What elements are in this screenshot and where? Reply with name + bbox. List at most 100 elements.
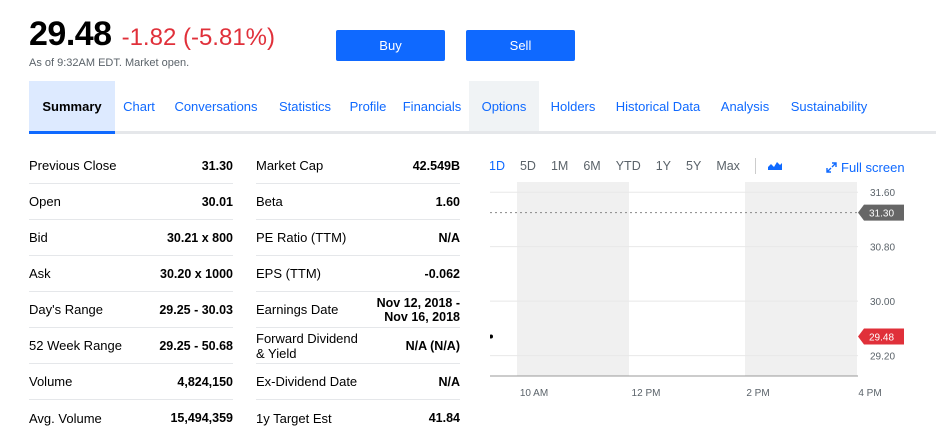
stat-value: 42.549B bbox=[412, 158, 460, 173]
current-price-label: 29.48 bbox=[869, 333, 894, 344]
stat-label: EPS (TTM) bbox=[256, 266, 321, 281]
range-1y[interactable]: 1Y bbox=[655, 159, 672, 173]
sell-button[interactable]: Sell bbox=[466, 30, 575, 61]
tab-statistics[interactable]: Statistics bbox=[278, 98, 331, 114]
tab-options[interactable]: Options bbox=[469, 81, 539, 131]
previous-close-label: 31.30 bbox=[869, 209, 894, 220]
x-tick-label: 2 PM bbox=[746, 388, 769, 398]
tab-historical-data[interactable]: Historical Data bbox=[615, 98, 701, 114]
stat-label: Earnings Date bbox=[256, 302, 339, 317]
stat-value: N/A (N/A) bbox=[405, 338, 460, 353]
stat-label: 52 Week Range bbox=[29, 338, 122, 353]
stat-label: Market Cap bbox=[256, 158, 324, 173]
stat-label: Volume bbox=[29, 374, 73, 389]
mountain-chart-icon[interactable] bbox=[767, 159, 782, 173]
stat-value: 4,824,150 bbox=[177, 374, 233, 389]
range-1d[interactable]: 1D bbox=[489, 159, 505, 173]
summary-table-left: Previous Close 31.30 Open 30.01 Bid 30.21 x 8… bbox=[29, 148, 233, 436]
stat-row-volume: Volume 4,824,150 bbox=[29, 364, 233, 400]
stat-label: Open bbox=[29, 194, 61, 209]
stat-value: N/A bbox=[438, 374, 460, 389]
stat-label: Ex-Dividend Date bbox=[256, 374, 358, 389]
range-ytd[interactable]: YTD bbox=[615, 159, 641, 173]
stat-value: 31.30 bbox=[201, 158, 233, 173]
stat-label: Day's Range bbox=[29, 302, 104, 317]
stat-row-ask: Ask 30.20 x 1000 bbox=[29, 256, 233, 292]
buy-button[interactable]: Buy bbox=[336, 30, 445, 61]
stat-row-forward-dividend-yield: Forward Dividend & Yield N/A (N/A) bbox=[256, 328, 460, 364]
tab-analysis[interactable]: Analysis bbox=[720, 98, 770, 114]
tab-chart[interactable]: Chart bbox=[123, 98, 155, 114]
stat-label: Ask bbox=[29, 266, 51, 281]
stat-row-eps-ttm: EPS (TTM) -0.062 bbox=[256, 256, 460, 292]
stat-row-day-s-range: Day's Range 29.25 - 30.03 bbox=[29, 292, 233, 328]
tab-profile[interactable]: Profile bbox=[349, 98, 387, 114]
stat-value: 41.84 bbox=[428, 411, 460, 425]
stat-label: Avg. Volume bbox=[29, 410, 102, 426]
previous-close-tag bbox=[858, 204, 904, 221]
stat-value: 15,494,359 bbox=[170, 411, 233, 425]
tab-summary[interactable]: Summary bbox=[29, 81, 115, 134]
range-max[interactable]: Max bbox=[716, 159, 740, 173]
stat-value: N/A bbox=[438, 230, 460, 245]
range-1m[interactable]: 1M bbox=[550, 159, 569, 173]
x-tick-label: 12 PM bbox=[632, 388, 661, 398]
summary-table-right: Market Cap 42.549B Beta 1.60 PE Ratio (TTM) N… bbox=[256, 148, 460, 436]
stat-value: 29.25 - 30.03 bbox=[159, 302, 233, 317]
stat-label: Previous Close bbox=[29, 158, 117, 173]
current-price: 29.48 bbox=[29, 15, 112, 53]
stat-row-avg-volume: Avg. Volume 15,494,359 bbox=[29, 400, 233, 436]
price-row: 29.48 -1.82 (-5.81%) bbox=[29, 16, 275, 56]
range-5y[interactable]: 5Y bbox=[686, 159, 702, 173]
stat-row-open: Open 30.01 bbox=[29, 184, 233, 220]
price-change: -1.82 (-5.81%) bbox=[121, 24, 275, 51]
y-tick-label: 29.20 bbox=[870, 352, 895, 363]
stat-label: Forward Dividend & Yield bbox=[256, 330, 358, 361]
stat-row-bid: Bid 30.21 x 800 bbox=[29, 220, 233, 256]
range-6m[interactable]: 6M bbox=[583, 159, 601, 173]
stat-label: Bid bbox=[29, 230, 48, 245]
x-tick-label: 10 AM bbox=[520, 388, 548, 398]
y-tick-label: 30.00 bbox=[870, 297, 895, 308]
expand-icon bbox=[826, 162, 837, 173]
tab-sustainability[interactable]: Sustainability bbox=[790, 98, 868, 114]
tab-financials[interactable]: Financials bbox=[402, 98, 462, 114]
full-screen-button[interactable]: Full screen bbox=[826, 160, 905, 175]
price-chart[interactable]: 31.60 30.80 30.00 29.20 31.30 29.48 10 AM 12 PM… bbox=[490, 180, 910, 398]
session-band bbox=[745, 182, 857, 376]
stat-row-ex-dividend-date: Ex-Dividend Date N/A bbox=[256, 364, 460, 400]
stat-row-market-cap: Market Cap 42.549B bbox=[256, 148, 460, 184]
stat-value: Nov 12, 2018 - Nov 16, 2018 bbox=[376, 295, 460, 324]
tabs-divider bbox=[29, 131, 936, 134]
stat-value: 1.60 bbox=[435, 194, 460, 209]
stat-row-earnings-date: Earnings Date Nov 12, 2018 - Nov 16, 2018 bbox=[256, 292, 460, 328]
quote-timestamp: As of 9:32AM EDT. Market open. bbox=[29, 57, 190, 69]
current-price-tag bbox=[858, 328, 904, 345]
quote-header: 29.48 -1.82 (-5.81%) As of 9:32AM EDT. M… bbox=[29, 16, 275, 69]
x-tick-label: 4 PM bbox=[858, 388, 881, 398]
tab-holders[interactable]: Holders bbox=[550, 98, 596, 114]
stat-value: 29.25 - 50.68 bbox=[159, 338, 233, 353]
y-tick-label: 31.60 bbox=[870, 188, 895, 199]
stat-row-1y-target-est: 1y Target Est 41.84 bbox=[256, 400, 460, 436]
range-divider bbox=[754, 158, 756, 174]
quote-tabs: Summary Chart Conversations Statistics Profi… bbox=[29, 81, 936, 134]
stat-label: PE Ratio (TTM) bbox=[256, 230, 347, 245]
stat-row-previous-close: Previous Close 31.30 bbox=[29, 148, 233, 184]
stat-label: Beta bbox=[256, 194, 283, 209]
session-band bbox=[517, 182, 629, 376]
stat-value: 30.01 bbox=[201, 194, 233, 209]
stat-row-52-week-range: 52 Week Range 29.25 - 50.68 bbox=[29, 328, 233, 364]
stat-value: 30.21 x 800 bbox=[166, 230, 233, 245]
chart-range-selector: 1D 5D 1M 6M YTD 1Y 5Y Max bbox=[489, 158, 782, 174]
y-tick-label: 30.80 bbox=[870, 243, 895, 254]
full-screen-label: Full screen bbox=[841, 160, 905, 175]
stat-value: 30.20 x 1000 bbox=[160, 266, 233, 281]
stat-row-beta: Beta 1.60 bbox=[256, 184, 460, 220]
tab-conversations[interactable]: Conversations bbox=[174, 98, 258, 114]
range-5d[interactable]: 5D bbox=[519, 159, 536, 173]
stat-label: 1y Target Est bbox=[256, 410, 332, 426]
stat-value: -0.062 bbox=[424, 266, 460, 281]
stat-row-pe-ratio-ttm: PE Ratio (TTM) N/A bbox=[256, 220, 460, 256]
price-point bbox=[490, 334, 493, 339]
